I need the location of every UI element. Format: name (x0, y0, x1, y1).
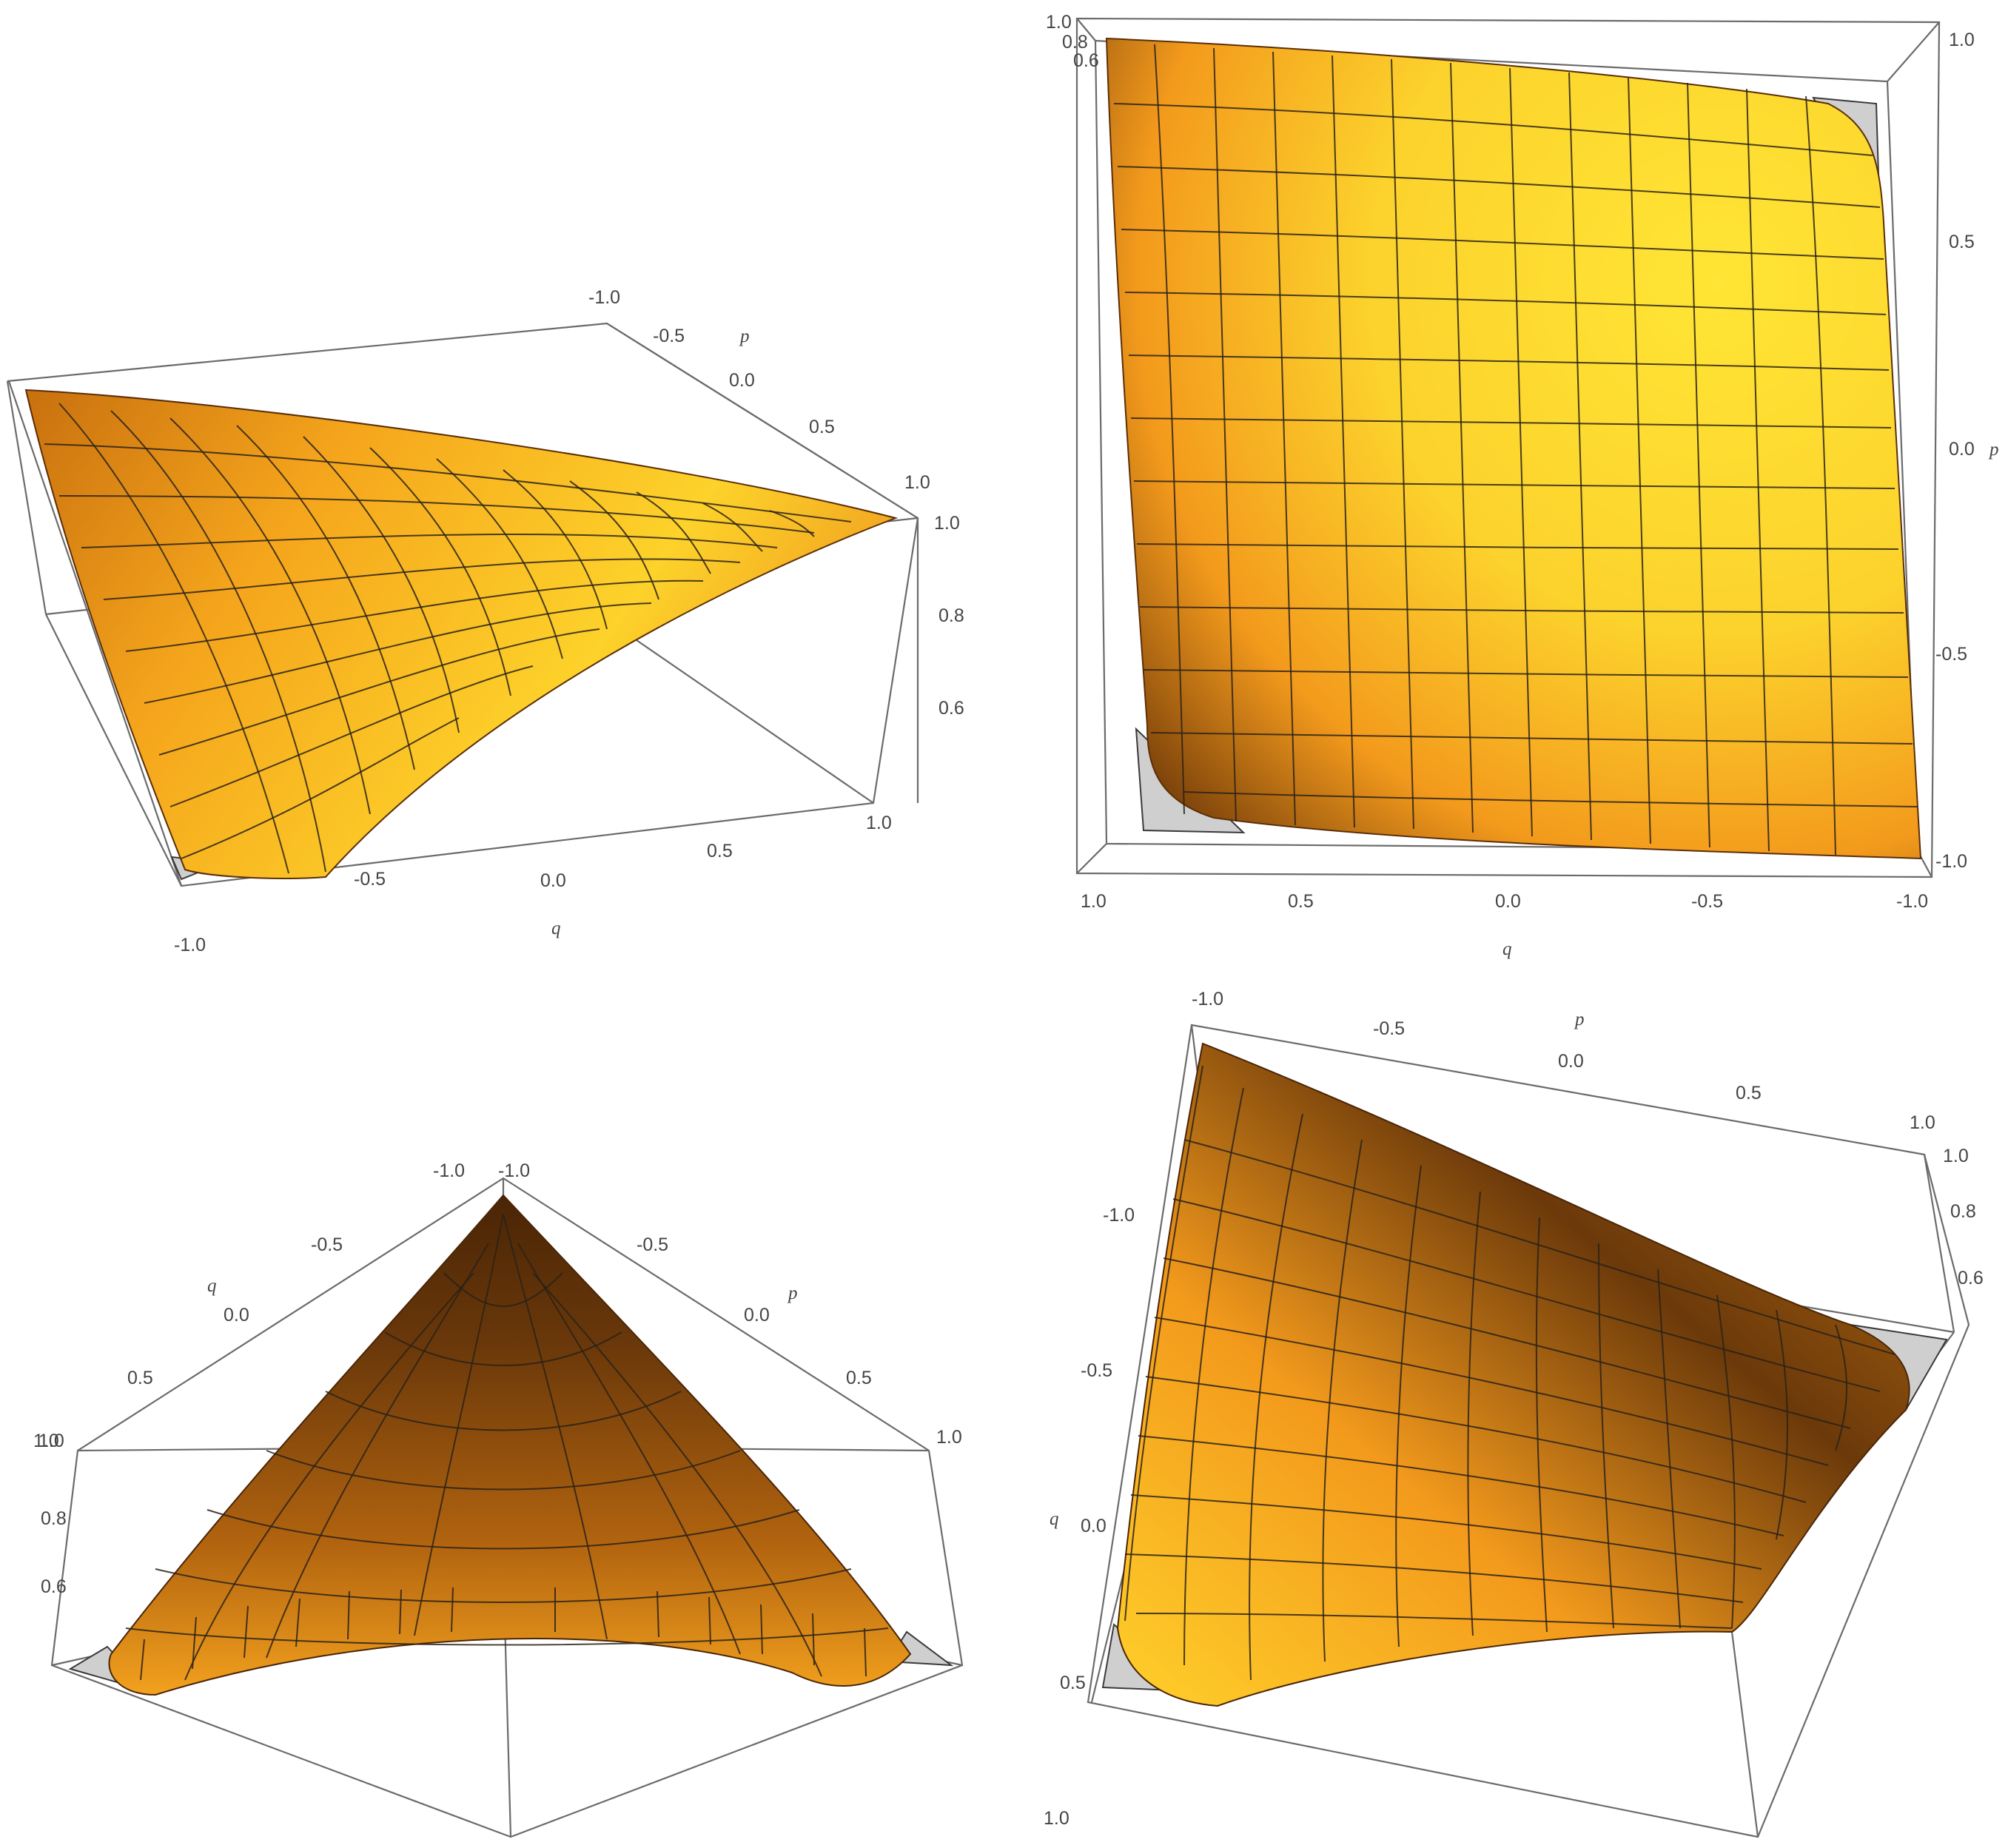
q-tick: 0.5 (707, 841, 733, 861)
z-axis-bottom-right: 1.0 0.8 0.6 (1943, 1146, 1984, 1288)
q-tick: 0.0 (540, 870, 566, 891)
p-tick: 0.5 (846, 1368, 872, 1388)
z-tick: 0.6 (1958, 1268, 1984, 1288)
z-axis-top-left: 1.0 0.8 0.6 (934, 513, 964, 719)
panel-bottom-right: -1.0 -0.5 0.0 0.5 1.0 q -1.0 -0.5 0.0 0.… (1044, 989, 1984, 1838)
p-tick: 0.5 (1736, 1083, 1762, 1103)
p-axis-label: p (787, 1283, 798, 1303)
surface-mesh-top-left (44, 403, 852, 874)
p-axis-label: p (1988, 440, 1999, 460)
p-tick: 1.0 (936, 1427, 962, 1448)
p-tick: -1.0 (1935, 851, 1967, 872)
q-tick: 1.0 (38, 1431, 64, 1451)
surface-bottom-right (1116, 1042, 1910, 1707)
q-tick: -1.0 (1103, 1205, 1135, 1226)
q-tick: 0.5 (1060, 1673, 1086, 1693)
p-tick: -1.0 (588, 287, 620, 308)
p-tick: 0.0 (1949, 439, 1975, 460)
q-tick: 0.0 (1495, 891, 1521, 912)
p-axis-bottom-right: -1.0 -0.5 0.0 0.5 1.0 p (1192, 989, 1935, 1133)
z-tick: 0.8 (41, 1508, 67, 1529)
z-tick: 1.0 (33, 1431, 59, 1451)
q-tick: -1.0 (1896, 891, 1928, 912)
z-tick: 0.6 (1073, 50, 1099, 71)
surface-bottom-left (108, 1194, 912, 1696)
q-axis-bottom-left: -1.0 -0.5 0.0 0.5 1.0 q (38, 1160, 465, 1451)
surface-mesh-bottom-left (125, 1213, 889, 1681)
p-tick: -0.5 (1373, 1018, 1405, 1039)
q-tick: 0.0 (224, 1305, 249, 1325)
panel-bottom-left: -1.0 -0.5 0.0 0.5 1.0 q -1.0 -0.5 0.0 0.… (33, 1160, 964, 1838)
surface-top-right (1105, 37, 1922, 860)
p-tick: 0.0 (1558, 1051, 1584, 1072)
panel-top-left: -1.0 -0.5 0.0 0.5 1.0 q -1.0 -0.5 0.0 0.… (6, 287, 964, 955)
z-tick: 0.8 (938, 605, 964, 626)
q-tick: -1.0 (174, 935, 206, 955)
z-tick: 1.0 (1943, 1146, 1969, 1166)
q-axis-label: q (1502, 939, 1512, 959)
q-tick: 0.5 (127, 1368, 153, 1388)
surface-mesh-bottom-right (1124, 1065, 1895, 1681)
q-tick: -0.5 (1081, 1360, 1112, 1381)
z-axis-top-right: 1.0 0.8 0.6 (1046, 12, 1099, 71)
q-tick: 1.0 (1044, 1808, 1070, 1829)
p-tick: -1.0 (1192, 989, 1223, 1009)
q-tick: 0.5 (1288, 891, 1314, 912)
p-tick: 0.5 (809, 417, 835, 437)
z-tick: 0.8 (1950, 1201, 1976, 1222)
z-axis-bottom-left: 1.0 0.8 0.6 (33, 1431, 67, 1597)
surface-top-left (24, 389, 899, 879)
q-tick: -0.5 (1691, 891, 1723, 912)
p-axis-top-right: 1.0 0.5 0.0 -0.5 -1.0 p (1935, 30, 1999, 872)
z-tick: 0.6 (938, 698, 964, 719)
p-tick: 1.0 (904, 472, 930, 493)
q-axis-top-right: 1.0 0.5 0.0 -0.5 -1.0 q (1081, 891, 1928, 959)
z-tick: 0.8 (1062, 32, 1088, 53)
q-tick: 1.0 (866, 813, 892, 833)
z-tick: 1.0 (1046, 12, 1072, 33)
p-axis-label: p (739, 326, 750, 346)
p-tick: -0.5 (637, 1234, 668, 1255)
q-tick: 1.0 (1081, 891, 1107, 912)
p-tick: 0.0 (744, 1305, 770, 1325)
p-tick: -0.5 (1935, 644, 1967, 665)
z-tick: 0.6 (41, 1576, 67, 1597)
p-tick: 1.0 (1949, 30, 1975, 50)
q-axis-bottom-right: -1.0 -0.5 0.0 0.5 1.0 q (1044, 1205, 1135, 1829)
p-tick: -0.5 (653, 326, 685, 346)
p-tick: 0.0 (729, 370, 755, 391)
q-axis-top-left: -1.0 -0.5 0.0 0.5 1.0 q (174, 813, 892, 955)
p-tick: -1.0 (498, 1160, 530, 1181)
q-axis-label: q (1050, 1509, 1059, 1529)
p-axis-bottom-left: -1.0 -0.5 0.0 0.5 1.0 p (498, 1160, 962, 1448)
z-tick: 1.0 (934, 513, 960, 534)
p-tick: 0.5 (1949, 232, 1975, 252)
q-tick: -0.5 (354, 869, 386, 890)
panel-top-right: 1.0 0.5 0.0 -0.5 -1.0 q 1.0 0.5 0.0 -0.5… (1046, 12, 1999, 959)
p-axis-label: p (1574, 1009, 1585, 1029)
p-tick: 1.0 (1910, 1112, 1935, 1133)
q-tick: -0.5 (311, 1234, 343, 1255)
q-tick: -1.0 (433, 1160, 465, 1181)
q-axis-label: q (551, 918, 561, 938)
p-axis-top-left: -1.0 -0.5 0.0 0.5 1.0 p (588, 287, 930, 493)
q-axis-label: q (207, 1276, 217, 1296)
q-tick: 0.0 (1081, 1516, 1107, 1536)
